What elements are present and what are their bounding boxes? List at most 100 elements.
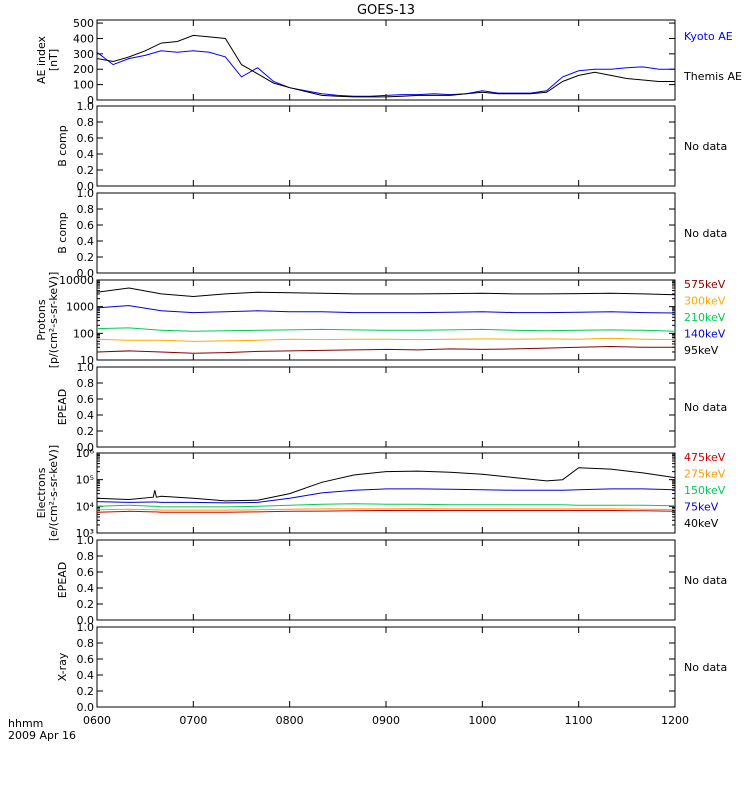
panel-frame	[96, 626, 676, 708]
y-axis-label-line: [nT]	[47, 49, 60, 71]
no-data-label: No data	[684, 401, 727, 414]
panel-frame	[96, 19, 676, 101]
y-tick-label: 10³	[76, 527, 94, 540]
y-axis-label-line: EPEAD	[56, 562, 69, 599]
y-tick-label: 1.0	[77, 361, 95, 374]
no-data-label: No data	[684, 661, 727, 674]
y-tick-label: 0.6	[77, 132, 95, 145]
series-line-95kev	[96, 287, 676, 298]
y-tick-label: 200	[73, 63, 94, 76]
y-tick-label: 1.0	[77, 534, 95, 547]
legend-entry: 575keV	[684, 278, 726, 291]
y-tick-label: 300	[73, 48, 94, 61]
y-tick-label: 10000	[59, 274, 94, 287]
legend-entry: 275keV	[684, 468, 726, 481]
y-tick-label: 0.8	[77, 550, 95, 563]
legend-entry: 75keV	[684, 501, 719, 514]
chart-title: GOES-13	[357, 3, 415, 18]
legend-entry: Themis AE	[683, 70, 742, 83]
y-tick-label: 0.0	[77, 701, 95, 714]
y-tick-label: 0.8	[77, 637, 95, 650]
legend-entry: 150keV	[684, 484, 726, 497]
series-line-themis-ae	[96, 34, 675, 98]
x-tick-label: 1000	[468, 714, 496, 727]
y-tick-label: 400	[73, 32, 94, 45]
panel-ae: 0 100 200 300 400 500 AE index[nT] Kyoto AE Them…	[35, 17, 742, 107]
x-tick-label: 0900	[372, 714, 400, 727]
y-tick-label: 100	[73, 327, 94, 340]
x-tick-label: 0700	[179, 714, 207, 727]
y-tick-label: 0.6	[77, 653, 95, 666]
y-tick-label: 0.4	[77, 582, 95, 595]
series-line-75kev	[96, 488, 676, 504]
y-tick-label: 1000	[66, 301, 94, 314]
y-tick-label: 1.0	[77, 100, 95, 113]
time-axis-label: hhmm	[8, 717, 43, 730]
y-tick-label: 0.0	[77, 614, 95, 627]
series-line-40kev	[96, 467, 676, 502]
y-axis-label: Electrons[e/(cm²-s-sr-keV)]	[35, 445, 60, 541]
series-line-275kev	[96, 508, 676, 511]
y-tick-label: 0.6	[77, 393, 95, 406]
legend-entry: Kyoto AE	[684, 30, 733, 43]
y-axis-label: EPEAD	[56, 562, 69, 599]
panel-frame	[96, 452, 676, 534]
y-axis-label: B comp	[56, 212, 69, 254]
y-tick-label: 10⁴	[76, 500, 95, 513]
x-tick-label: 1100	[565, 714, 593, 727]
y-axis-label-line: AE index	[35, 35, 48, 84]
x-tick-label: 1200	[661, 714, 689, 727]
y-axis-label: Protons[p/(cm²-s-sr-keV)]	[35, 272, 60, 369]
y-tick-label: 0.2	[77, 164, 95, 177]
series-line-150kev	[96, 503, 676, 508]
y-tick-label: 0.8	[77, 377, 95, 390]
y-tick-label: 0.0	[77, 441, 95, 454]
series-line-210kev	[96, 327, 676, 332]
y-tick-label: 1.0	[77, 621, 95, 634]
no-data-label: No data	[684, 227, 727, 240]
y-tick-label: 0.6	[77, 566, 95, 579]
series-line-575kev	[96, 345, 675, 354]
panel-b1: 0.0 0.2 0.4 0.6 0.8 1.0 B comp No data	[56, 100, 727, 193]
panel-b2: 0.0 0.2 0.4 0.6 0.8 1.0 B comp No data	[56, 187, 727, 280]
panel-frame	[96, 105, 676, 187]
y-tick-label: 0.0	[77, 267, 95, 280]
panel-frame	[96, 539, 676, 621]
legend-entry: 210keV	[684, 311, 726, 324]
no-data-label: No data	[684, 140, 727, 153]
y-axis-label-line: Electrons	[35, 467, 48, 518]
y-axis-label-line: Protons	[35, 299, 48, 340]
panel-electrons: 10³ 10⁴ 10⁵ 10⁶ Electrons[e/(cm²-s-sr-keV)] 4…	[35, 445, 726, 541]
y-tick-label: 0.4	[77, 409, 95, 422]
y-axis-label: EPEAD	[56, 389, 69, 426]
y-axis-label: X-ray	[56, 652, 69, 681]
panel-stack: 0 100 200 300 400 500 AE index[nT] Kyoto AE Them…	[35, 17, 742, 714]
y-axis-label-line: X-ray	[56, 652, 69, 681]
y-tick-label: 100	[73, 79, 94, 92]
panel-epead2: 0.0 0.2 0.4 0.6 0.8 1.0 EPEAD No data	[56, 534, 727, 627]
panel-epead1: 0.0 0.2 0.4 0.6 0.8 1.0 EPEAD No data	[56, 361, 727, 454]
legend-entry: 40keV	[684, 517, 719, 530]
y-tick-label: 0.8	[77, 203, 95, 216]
x-tick-label: 0800	[276, 714, 304, 727]
y-tick-label: 0.4	[77, 148, 95, 161]
y-tick-label: 10⁵	[76, 474, 94, 487]
y-axis-label-line: B comp	[56, 212, 69, 254]
y-tick-label: 0	[87, 94, 94, 107]
legend-entry: 300keV	[684, 295, 726, 308]
series-line-300kev	[96, 337, 676, 342]
y-axis-label: AE index[nT]	[35, 35, 60, 84]
x-tick-label: 0600	[83, 714, 111, 727]
y-tick-label: 1.0	[77, 187, 95, 200]
y-tick-label: 10⁶	[76, 447, 95, 460]
series-line-kyoto-ae	[96, 50, 675, 97]
y-tick-label: 0.6	[77, 219, 95, 232]
y-axis-label-line: B comp	[56, 125, 69, 167]
y-axis-label-line: EPEAD	[56, 389, 69, 426]
y-tick-label: 0.2	[77, 685, 95, 698]
x-axis: 0600 0700 0800 0900 1000 1100 1200	[83, 714, 689, 727]
legend-entry: 475keV	[684, 451, 726, 464]
legend-entry: 140keV	[684, 328, 726, 341]
